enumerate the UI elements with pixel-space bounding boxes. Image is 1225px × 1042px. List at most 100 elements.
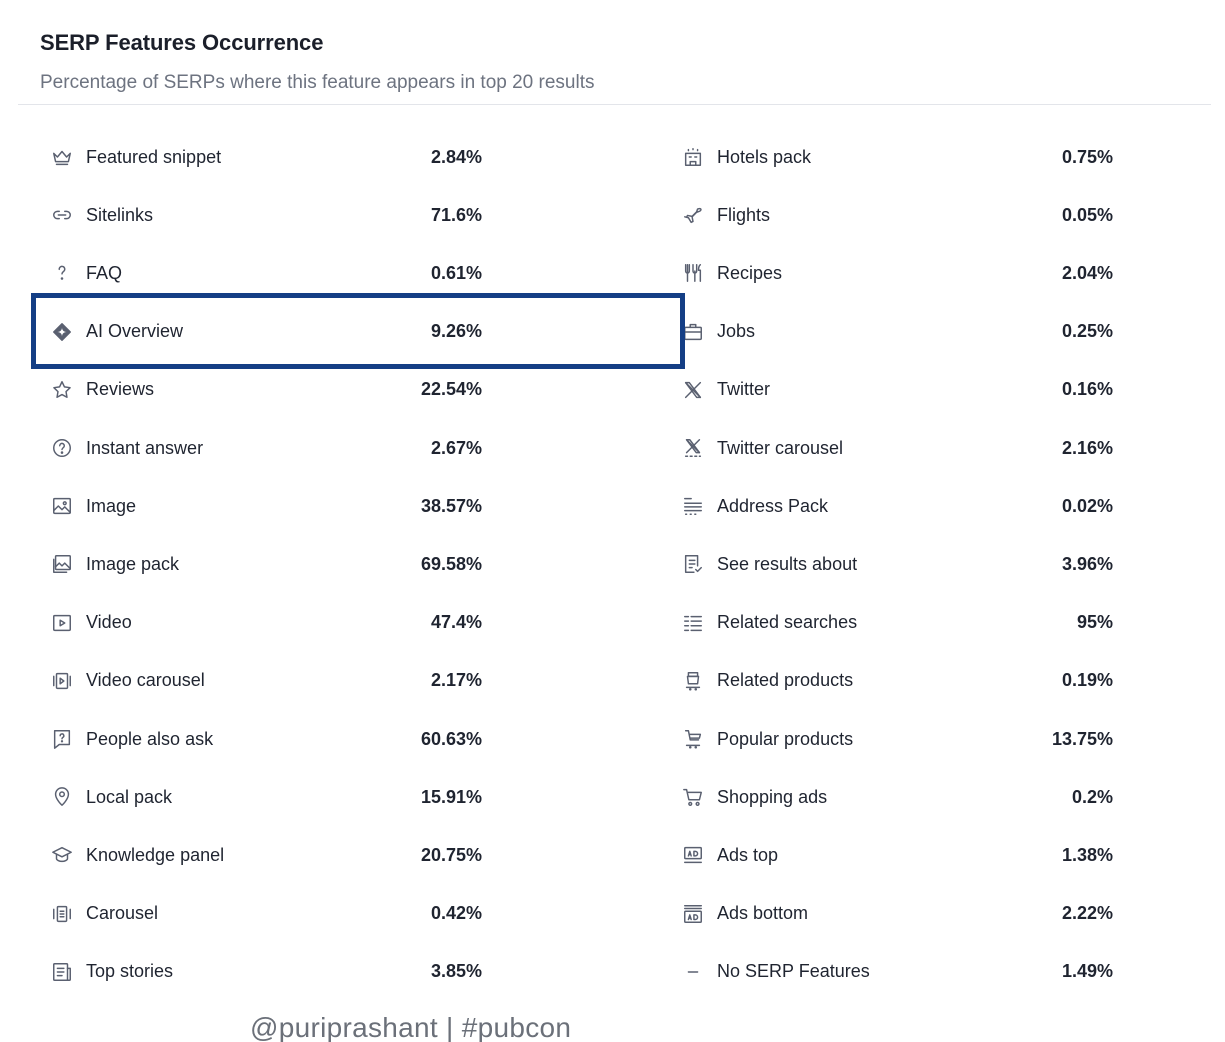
ad-bottom-icon [681, 902, 705, 926]
feature-percentage: 0.25% [1061, 321, 1113, 342]
feature-label: Video [86, 612, 132, 633]
feature-row-local-pack: Local pack 15.91% [50, 768, 482, 826]
feature-label: Twitter carousel [717, 437, 844, 458]
feature-label: Knowledge panel [86, 844, 225, 865]
panel-subtitle: Percentage of SERPs where this feature a… [40, 72, 595, 93]
feature-percentage: 0.16% [1061, 379, 1113, 400]
question-icon [50, 261, 74, 285]
feature-label: No SERP Features [717, 961, 870, 982]
feature-label: Featured snippet [86, 146, 222, 167]
question-circle-icon [50, 436, 74, 460]
image-pack-icon [50, 552, 74, 576]
feature-percentage: 0.19% [1061, 670, 1113, 691]
graduation-cap-icon [50, 843, 74, 867]
feature-row-faq: FAQ 0.61% [50, 244, 482, 302]
feature-label: Related searches [717, 612, 858, 633]
feature-row-sitelinks: Sitelinks 71.6% [50, 186, 482, 244]
feature-row-featured-snippet: Featured snippet 2.84% [50, 128, 482, 186]
feature-percentage: 2.84% [430, 146, 482, 167]
video-icon [50, 611, 74, 635]
feature-row-popular-products: Popular products 13.75% [681, 710, 1113, 768]
feature-percentage: 2.22% [1061, 903, 1113, 924]
feature-row-instant-answer: Instant answer 2.67% [50, 419, 482, 477]
feature-percentage: 2.16% [1061, 437, 1113, 458]
feature-row-knowledge-panel: Knowledge panel 20.75% [50, 826, 482, 884]
briefcase-icon [681, 320, 705, 344]
feature-label: AI Overview [86, 321, 184, 342]
feature-percentage: 47.4% [430, 612, 482, 633]
feature-label: Ads top [717, 844, 779, 865]
feature-label: Hotels pack [717, 146, 812, 167]
feature-percentage: 71.6% [430, 204, 482, 225]
feature-row-carousel: Carousel 0.42% [50, 885, 482, 943]
feature-row-twitter: Twitter 0.16% [681, 361, 1113, 419]
feature-row-related-products: Related products 0.19% [681, 652, 1113, 710]
image-icon [50, 494, 74, 518]
feature-row-image: Image 38.57% [50, 477, 482, 535]
plane-icon [681, 203, 705, 227]
feature-row-flights: Flights 0.05% [681, 186, 1113, 244]
product-icon [681, 669, 705, 693]
fork-knife-icon [681, 261, 705, 285]
feature-label: See results about [717, 553, 858, 574]
feature-row-address-pack: Address Pack 0.02% [681, 477, 1113, 535]
feature-percentage: 9.26% [430, 321, 482, 342]
feature-row-reviews: Reviews 22.54% [50, 361, 482, 419]
feature-label: Instant answer [86, 437, 204, 458]
feature-row-image-pack: Image pack 69.58% [50, 535, 482, 593]
feature-label: Reviews [86, 379, 155, 400]
feature-label: Top stories [86, 961, 174, 982]
feature-label: Jobs [717, 321, 756, 342]
feature-percentage: 0.61% [430, 262, 482, 283]
list-icon [681, 611, 705, 635]
feature-label: Recipes [717, 262, 783, 283]
link-icon [50, 203, 74, 227]
feature-percentage: 3.85% [430, 961, 482, 982]
watermark: @puriprashant | #pubcon [250, 1012, 572, 1042]
cart-stack-icon [681, 727, 705, 751]
feature-row-shopping-ads: Shopping ads 0.2% [681, 768, 1113, 826]
feature-percentage: 20.75% [420, 844, 482, 865]
video-carousel-icon [50, 669, 74, 693]
feature-row-hotels-pack: Hotels pack 0.75% [681, 128, 1113, 186]
feature-percentage: 3.96% [1061, 553, 1113, 574]
ad-top-icon [681, 843, 705, 867]
panel-title: SERP Features Occurrence [40, 30, 324, 55]
feature-label: Image pack [86, 553, 180, 574]
feature-row-jobs: Jobs 0.25% [681, 303, 1113, 361]
feature-label: Local pack [86, 786, 173, 807]
feature-percentage: 69.58% [420, 553, 482, 574]
feature-percentage: 13.75% [1051, 728, 1113, 749]
feature-label: Ads bottom [717, 903, 809, 924]
feature-row-related-searches: Related searches 95% [681, 594, 1113, 652]
crown-icon [50, 145, 74, 169]
feature-row-recipes: Recipes 2.04% [681, 244, 1113, 302]
feature-percentage: 1.38% [1061, 844, 1113, 865]
feature-label: Twitter [717, 379, 771, 400]
dash-icon [681, 960, 705, 984]
feature-row-video-carousel: Video carousel 2.17% [50, 652, 482, 710]
feature-percentage: 22.54% [420, 379, 482, 400]
feature-label: FAQ [86, 262, 123, 283]
feature-percentage: 0.42% [430, 903, 482, 924]
feature-label: Flights [717, 204, 771, 225]
feature-row-see-results-about: See results about 3.96% [681, 535, 1113, 593]
carousel-icon [50, 902, 74, 926]
newspaper-icon [50, 960, 74, 984]
feature-percentage: 2.67% [430, 437, 482, 458]
feature-row-ai-overview: AI Overview 9.26% [50, 303, 482, 361]
address-list-icon [681, 494, 705, 518]
panel-header: SERP Features Occurrence [40, 30, 323, 56]
x-carousel-icon [681, 436, 705, 460]
feature-row-ads-bottom: Ads bottom 2.22% [681, 885, 1113, 943]
question-bubble-icon [50, 727, 74, 751]
feature-percentage: 2.04% [1061, 262, 1113, 283]
feature-row-video: Video 47.4% [50, 594, 482, 652]
feature-percentage: 0.05% [1061, 204, 1113, 225]
feature-percentage: 0.2% [1071, 786, 1113, 807]
feature-row-twitter-carousel: Twitter carousel 2.16% [681, 419, 1113, 477]
feature-label: Sitelinks [86, 204, 154, 225]
feature-percentage: 38.57% [420, 495, 482, 516]
feature-label: Popular products [717, 728, 854, 749]
feature-label: Image [86, 495, 137, 516]
